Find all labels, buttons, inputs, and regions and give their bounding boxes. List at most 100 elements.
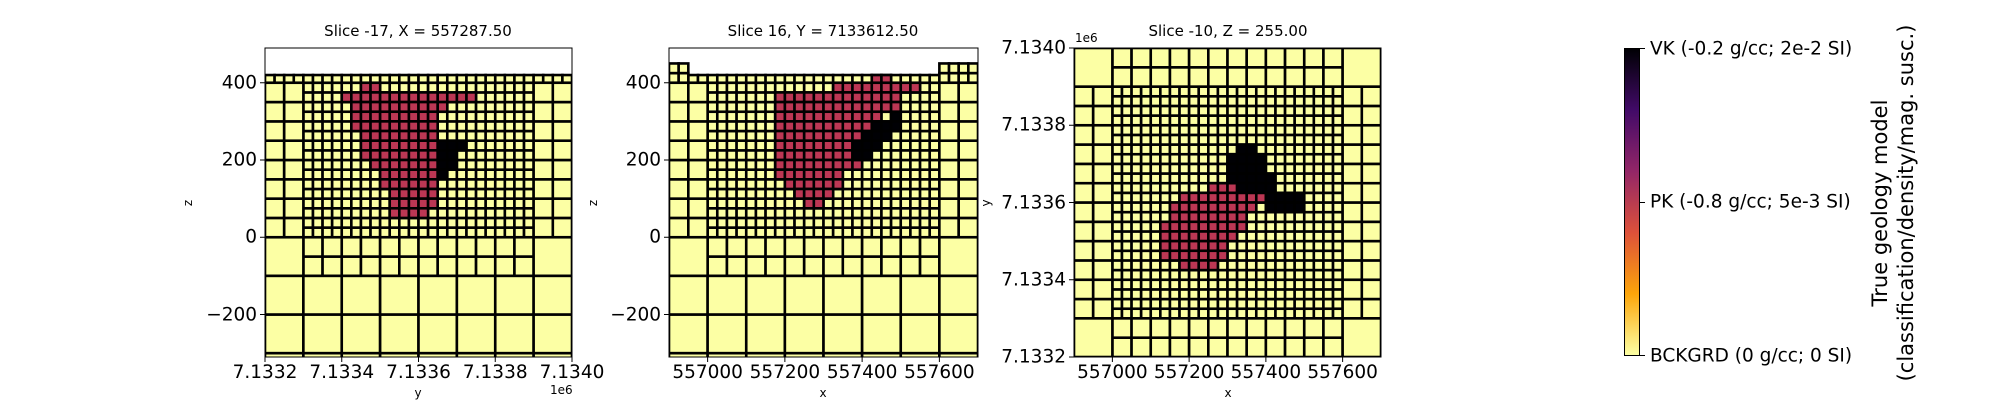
mesh-cell-bckgrd: [928, 149, 941, 162]
mesh-cell-pk: [426, 91, 439, 104]
mesh-cell-bckgrd: [522, 81, 535, 94]
mesh-cell-bckgrd: [793, 226, 806, 239]
mesh-cell-bckgrd: [764, 91, 777, 104]
mesh-cell-bckgrd: [880, 110, 893, 123]
mesh-cell-bckgrd: [1197, 162, 1210, 175]
panel-1-ylabel: z: [181, 199, 195, 207]
mesh-cell-bckgrd: [311, 110, 324, 123]
colorbar-tick: [1640, 48, 1645, 49]
mesh-cell-bckgrd: [1254, 297, 1268, 311]
mesh-cell-pk: [1197, 191, 1210, 204]
mesh-cell-bckgrd: [793, 206, 806, 220]
mesh-cell-bckgrd: [340, 73, 353, 85]
mesh-cell-bckgrd: [1274, 123, 1287, 137]
mesh-cell-bckgrd: [1322, 307, 1335, 320]
mesh-cell-bckgrd: [1149, 181, 1162, 195]
mesh-cell-pk: [793, 91, 806, 104]
mesh-cell-bckgrd: [764, 178, 777, 191]
mesh-cell-bckgrd: [783, 274, 825, 316]
mesh-cell-bckgrd: [773, 81, 787, 94]
mesh-cell-pk: [388, 100, 401, 114]
mesh-cell-bckgrd: [1302, 172, 1316, 185]
mesh-cell-bckgrd: [532, 274, 572, 316]
mesh-cell-pk: [359, 129, 372, 142]
mesh-cell-bckgrd: [754, 120, 767, 133]
mesh-cell-bckgrd: [1254, 220, 1268, 233]
mesh-cell-vk: [851, 149, 864, 162]
mesh-cell-pk: [870, 91, 883, 104]
mesh-cell-bckgrd: [302, 129, 315, 142]
mesh-cell-pk: [889, 81, 903, 94]
mesh-cell-pk: [802, 139, 816, 152]
mesh-cell-bckgrd: [918, 216, 932, 229]
mesh-cell-pk: [773, 100, 787, 114]
mesh-cell-bckgrd: [265, 216, 286, 239]
mesh-cell-bckgrd: [359, 187, 372, 200]
mesh-cell-vk: [870, 129, 883, 142]
mesh-cell-vk: [455, 139, 468, 152]
mesh-cell-bckgrd: [426, 206, 439, 220]
mesh-cell-bckgrd: [1187, 143, 1201, 156]
mesh-cell-bckgrd: [513, 206, 526, 220]
mesh-cell-bckgrd: [764, 158, 777, 171]
mesh-cell-bckgrd: [503, 129, 516, 142]
mesh-cell-vk: [1235, 152, 1248, 166]
mesh-cell-bckgrd: [484, 81, 497, 94]
mesh-cell-bckgrd: [522, 187, 535, 200]
mesh-cell-pk: [398, 91, 411, 104]
mesh-cell-bckgrd: [735, 149, 748, 162]
mesh-cell-bckgrd: [1139, 220, 1153, 233]
mesh-cell-bckgrd: [1130, 123, 1143, 137]
mesh-cell-pk: [398, 178, 411, 191]
mesh-cell-pk: [831, 91, 845, 104]
mesh-cell-bckgrd: [764, 110, 777, 123]
mesh-cell-pk: [860, 81, 874, 94]
mesh-cell-bckgrd: [1159, 191, 1172, 204]
mesh-cell-bckgrd: [493, 100, 507, 114]
mesh-cell-bckgrd: [669, 71, 680, 85]
mesh-cell-bckgrd: [812, 216, 825, 229]
mesh-cell-bckgrd: [1226, 297, 1239, 311]
mesh-cell-pk: [359, 120, 372, 133]
mesh-cell-bckgrd: [1149, 143, 1162, 156]
mesh-cell-bckgrd: [909, 110, 922, 123]
mesh-cell-bckgrd: [735, 168, 748, 181]
mesh-cell-bckgrd: [369, 206, 382, 220]
mesh-cell-bckgrd: [1207, 317, 1229, 339]
mesh-cell-bckgrd: [1302, 181, 1316, 195]
mesh-cell-pk: [398, 158, 411, 171]
mesh-cell-bckgrd: [1331, 172, 1344, 185]
mesh-cell-bckgrd: [1111, 85, 1124, 98]
mesh-cell-bckgrd: [551, 216, 572, 239]
mesh-cell-bckgrd: [1216, 123, 1229, 137]
mesh-cell-bckgrd: [474, 73, 487, 85]
mesh-cell-pk: [1207, 201, 1220, 214]
mesh-cell-bckgrd: [1120, 297, 1133, 311]
mesh-cell-pk: [1207, 191, 1220, 204]
mesh-cell-bckgrd: [1360, 239, 1381, 262]
mesh-cell-bckgrd: [1283, 114, 1296, 127]
mesh-cell-bckgrd: [532, 139, 555, 162]
mesh-cell-bckgrd: [1331, 94, 1344, 108]
mesh-cell-bckgrd: [1111, 48, 1133, 69]
mesh-cell-bckgrd: [1111, 239, 1124, 253]
mesh-cell-bckgrd: [870, 206, 883, 220]
mesh-cell-bckgrd: [513, 178, 526, 191]
mesh-cell-bckgrd: [1197, 278, 1210, 291]
mesh-cell-bckgrd: [1216, 297, 1229, 311]
mesh-cell-bckgrd: [302, 168, 315, 181]
mesh-cell-bckgrd: [1341, 123, 1364, 146]
mesh-cell-bckgrd: [870, 158, 883, 171]
mesh-cell-bckgrd: [1130, 85, 1143, 98]
mesh-cell-bckgrd: [669, 62, 680, 75]
mesh-cell-bckgrd: [455, 216, 468, 229]
mesh-cell-bckgrd: [880, 235, 903, 258]
mesh-cell-bckgrd: [513, 255, 535, 278]
mesh-cell-bckgrd: [513, 226, 526, 239]
mesh-cell-bckgrd: [321, 110, 334, 123]
mesh-cell-vk: [860, 129, 874, 142]
mesh-cell-vk: [436, 158, 449, 171]
mesh-cell-bckgrd: [1120, 239, 1133, 253]
mesh-cell-bckgrd: [735, 187, 748, 200]
mesh-cell-bckgrd: [1159, 162, 1172, 175]
